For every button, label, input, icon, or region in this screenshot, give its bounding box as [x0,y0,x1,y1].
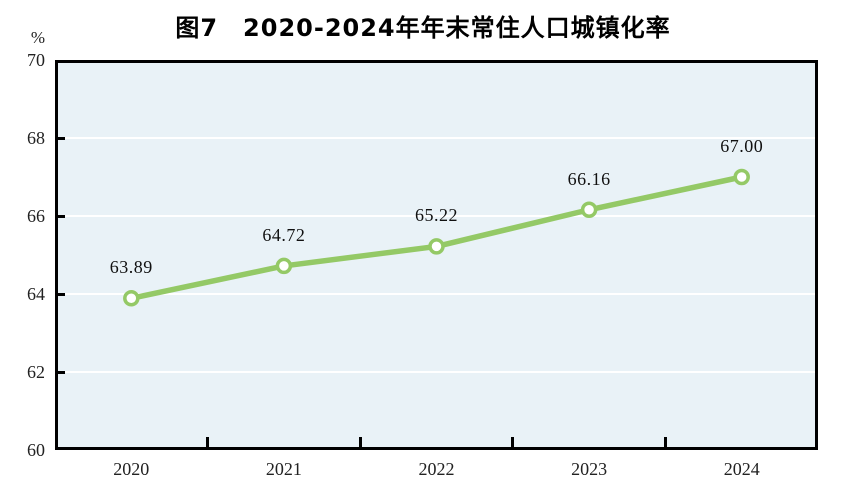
y-axis-unit-label: % [30,28,46,47]
x-axis-tick-label: 2022 [418,459,455,479]
y-axis-tick-label: 66 [27,206,45,226]
y-axis-tick-label: 60 [27,440,45,460]
data-point-label: 65.22 [415,205,458,226]
chart-title: 图7 2020-2024年年末常住人口城镇化率 [175,14,671,42]
y-axis-tick-label: 64 [27,284,45,304]
data-point-label: 63.89 [109,257,153,278]
x-axis-tick-mark [663,437,667,447]
x-axis-tick-label: 2021 [265,459,302,479]
y-axis-tick-mark [58,292,65,296]
data-point-label: 64.72 [262,224,306,245]
plot-area [55,60,818,450]
data-point-label: 67.00 [720,136,764,156]
x-axis-tick-label: 2023 [571,459,608,479]
y-axis-tick-mark [58,370,65,374]
x-axis-tick-label: 2024 [723,459,760,479]
data-point-marker [275,257,293,275]
data-point-marker [428,238,445,255]
gridline [58,215,815,217]
y-axis-tick-label: 68 [27,128,45,148]
x-axis-tick-mark [511,437,515,447]
gridline [58,371,815,373]
y-axis-tick-label: 62 [27,362,45,382]
data-point-label: 66.16 [567,168,611,189]
data-point-marker [580,201,598,219]
gridline [58,137,815,139]
gridline [58,293,815,295]
series-path [128,174,745,302]
y-axis-tick-mark [58,136,65,140]
data-point-marker [733,168,750,186]
x-axis-tick-label: 2020 [113,459,150,479]
x-axis-tick-mark [206,437,210,447]
series-line [123,168,750,307]
data-point-marker [123,290,140,307]
y-axis-tick-label: 70 [27,50,45,70]
x-axis-tick-mark [358,437,362,447]
y-axis-tick-mark [58,214,65,218]
